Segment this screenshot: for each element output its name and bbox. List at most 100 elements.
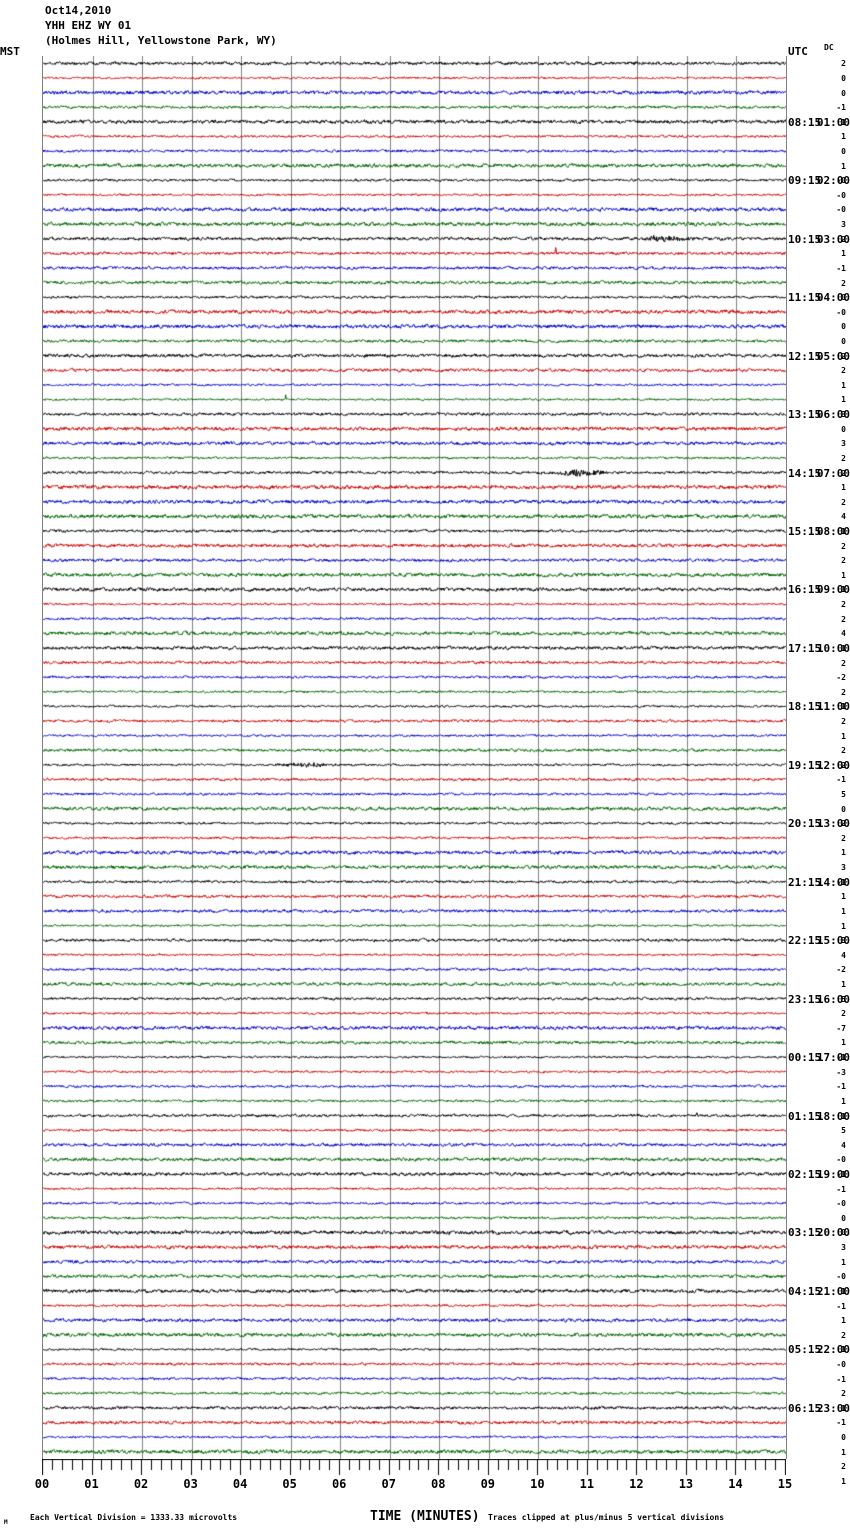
utc-hour-label: 06:15 (788, 1401, 822, 1415)
x-tick-label: 00 (34, 1477, 50, 1491)
dc-value: 4 (841, 1140, 846, 1150)
utc-hour-label: 04:15 (788, 1284, 822, 1298)
footer-clip-note: Traces clipped at plus/minus 5 vertical … (488, 1513, 725, 1522)
utc-hour-label: 17:15 (788, 641, 822, 655)
dc-value: -1 (836, 1418, 846, 1428)
dc-value: 2 (841, 1462, 846, 1472)
mst-hour-label: 12:00 (816, 758, 850, 772)
dc-value: 2 (841, 556, 846, 566)
dc-value: 1 (841, 380, 846, 390)
seismogram-plot-area (42, 56, 787, 1459)
dc-value: -0 (836, 1199, 846, 1209)
dc-value: 2 (841, 366, 846, 376)
dc-value: 1 (841, 643, 846, 653)
dc-value: 5 (841, 1126, 846, 1136)
mst-hour-label: 02:00 (816, 174, 850, 188)
dc-value: 2 (841, 351, 846, 361)
utc-hour-label: 08:15 (788, 115, 822, 129)
mst-hour-label: 17:00 (816, 1051, 850, 1065)
dc-value: 1 (841, 980, 846, 990)
dc-value: 4 (841, 512, 846, 522)
dc-value: 2 (841, 468, 846, 478)
footer-scale-note: Each Vertical Division = 1333.33 microvo… (30, 1513, 238, 1522)
dc-value: 2 (841, 600, 846, 610)
x-tick-label: 13 (678, 1477, 694, 1491)
x-axis-ticks (42, 1459, 786, 1477)
dc-value: 0 (841, 73, 846, 83)
dc-value: 2 (841, 819, 846, 829)
dc-value: 1 (841, 161, 846, 171)
dc-value: 2 (841, 59, 846, 69)
dc-value: 2 (841, 760, 846, 770)
mst-hour-label: 23:00 (816, 1401, 850, 1415)
x-tick-label: 01 (84, 1477, 99, 1491)
dc-value: -1 (836, 1301, 846, 1311)
dc-value: 0 (841, 804, 846, 814)
mst-hour-label: 11:00 (816, 700, 850, 714)
utc-hour-label: 05:15 (788, 1343, 822, 1357)
utc-hour-label: 21:15 (788, 875, 822, 889)
mst-hour-label: 21:00 (816, 1284, 850, 1298)
dc-value: 1 (841, 1257, 846, 1267)
dc-value: -0 (836, 190, 846, 200)
dc-value: 0 (841, 1228, 846, 1238)
dc-value: 1 (841, 1096, 846, 1106)
dc-value: 2 (841, 614, 846, 624)
dc-value: 0 (841, 293, 846, 303)
dc-value: 1 (841, 1476, 846, 1486)
dc-value: 1 (841, 906, 846, 916)
dc-value: 1 (841, 1403, 846, 1413)
dc-value: -2 (836, 673, 846, 683)
dc-value: 2 (841, 1330, 846, 1340)
dc-value: 1 (841, 892, 846, 902)
dc-value: 1 (841, 249, 846, 259)
mst-hour-label: 05:00 (816, 349, 850, 363)
dc-value: -1 (836, 103, 846, 113)
x-tick-label: 03 (183, 1477, 198, 1491)
seismic-traces (43, 56, 786, 1459)
mst-hour-label: 01:00 (816, 115, 850, 129)
dc-value: 5 (841, 790, 846, 800)
utc-hour-label: 22:15 (788, 934, 822, 948)
utc-hour-label: 18:15 (788, 700, 822, 714)
dc-value: -1 (836, 877, 846, 887)
dc-value: -1 (836, 1184, 846, 1194)
dc-value: 1 (841, 731, 846, 741)
mst-hour-label: 03:00 (816, 232, 850, 246)
utc-hour-label: 13:15 (788, 408, 822, 422)
dc-value: -0 (836, 1272, 846, 1282)
dc-value: 0 (841, 322, 846, 332)
x-tick-label: 04 (232, 1477, 248, 1491)
dc-value: 2 (841, 687, 846, 697)
dc-value: 1 (841, 483, 846, 493)
dc-value: 2 (841, 1389, 846, 1399)
x-tick-label: 02 (133, 1477, 149, 1491)
dc-value: 1 (841, 585, 846, 595)
dc-value: 1 (841, 1286, 846, 1296)
dc-value: -1 (836, 263, 846, 273)
dc-value: 1 (841, 1447, 846, 1457)
dc-value: -7 (836, 1023, 846, 1033)
utc-hour-label: 02:15 (788, 1168, 822, 1182)
dc-value: 2 (841, 658, 846, 668)
dc-value: -1 (836, 1082, 846, 1092)
utc-hour-label: 16:15 (788, 583, 822, 597)
mst-hour-label: 07:00 (816, 466, 850, 480)
utc-hour-label: 14:15 (788, 466, 822, 480)
mst-hour-label: 19:00 (816, 1168, 850, 1182)
dc-value: -0 (836, 1360, 846, 1369)
dc-value: 1 (841, 1316, 846, 1326)
dc-value: 0 (841, 146, 846, 156)
utc-hour-label: 01:15 (788, 1109, 822, 1123)
utc-hour-label: 23:15 (788, 992, 822, 1006)
dc-value: 2 (841, 833, 846, 843)
dc-value: 1 (841, 1111, 846, 1121)
utc-hour-label: 11:15 (788, 291, 822, 305)
dc-value: 1 (841, 117, 846, 127)
dc-value: -3 (836, 1067, 846, 1077)
dc-value: 1 (841, 526, 846, 536)
x-tick-label: 11 (579, 1477, 595, 1491)
dc-value: -1 (836, 1170, 846, 1180)
utc-hour-label: 20:15 (788, 817, 822, 831)
utc-hour-label: 09:15 (788, 174, 822, 188)
